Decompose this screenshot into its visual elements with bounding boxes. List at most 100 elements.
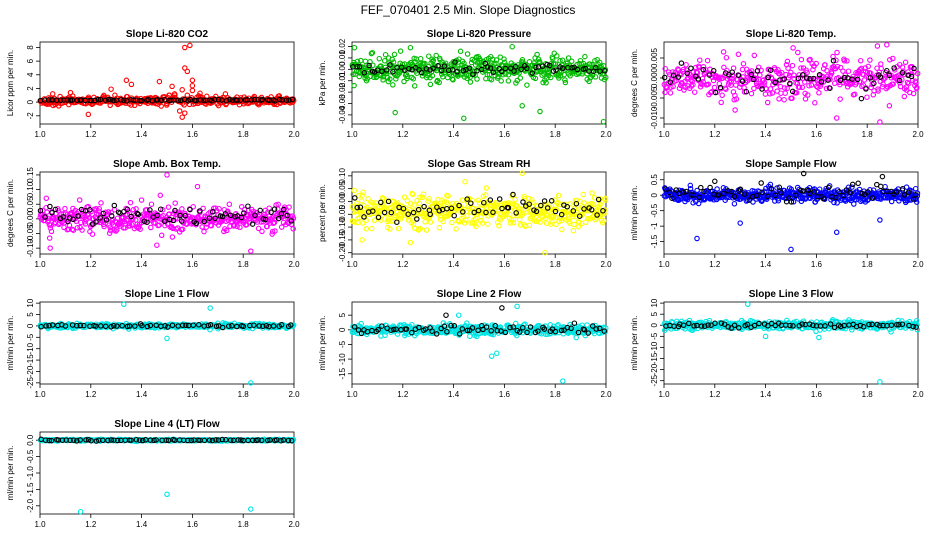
data-point: [169, 83, 175, 90]
panel-title: Slope Li-820 Temp.: [746, 29, 837, 40]
data-point: [494, 350, 500, 357]
data-point: [47, 225, 54, 231]
data-point: [841, 74, 848, 81]
x-tick-label: 1.6: [187, 260, 199, 269]
data-point: [157, 192, 164, 199]
x-tick-label: 1.4: [448, 260, 460, 269]
y-tick-label: -0.10: [26, 238, 35, 257]
data-point: [782, 90, 788, 96]
y-tick-label: 0.10: [338, 168, 347, 184]
x-tick-label: 2.0: [912, 390, 924, 399]
data-point: [222, 91, 229, 97]
data-point: [865, 63, 872, 70]
data-point: [723, 86, 729, 92]
x-tick-label: 1.2: [709, 390, 721, 399]
data-point: [913, 79, 919, 86]
data-point: [852, 91, 858, 98]
y-tick-label: -10: [338, 353, 347, 365]
data-point: [534, 51, 540, 58]
data-point: [776, 96, 782, 102]
data-point: [289, 96, 296, 103]
data-point: [807, 56, 813, 63]
panel-title: Slope Line 1 Flow: [125, 289, 210, 300]
data-point: [667, 90, 674, 96]
data-point: [675, 74, 682, 80]
data-point: [175, 97, 181, 104]
data-point: [848, 79, 854, 86]
data-point: [795, 75, 802, 82]
data-point: [454, 69, 460, 75]
data-point: [878, 61, 884, 67]
data-point: [798, 65, 804, 71]
data-point: [407, 44, 414, 51]
data-point: [182, 65, 188, 71]
data-point: [156, 78, 163, 85]
data-point: [49, 91, 56, 97]
data-point: [559, 65, 566, 72]
y-tick-label: 0.02: [338, 38, 347, 54]
data-point: [358, 198, 365, 204]
data-point: [467, 79, 474, 85]
data-point: [784, 85, 790, 92]
data-point: [804, 69, 810, 76]
data-point: [908, 73, 915, 80]
data-point: [168, 97, 174, 104]
y-tick-label: 0.01: [338, 50, 347, 66]
data-point: [207, 305, 213, 311]
data-point: [592, 65, 599, 71]
data-point: [76, 197, 83, 203]
data-point: [550, 68, 557, 74]
data-point: [359, 237, 365, 243]
data-point: [844, 58, 850, 64]
data-point: [802, 90, 808, 97]
data-point: [212, 96, 218, 103]
data-point: [761, 79, 768, 86]
data-point: [560, 378, 566, 384]
data-point: [361, 70, 368, 76]
data-point: [537, 108, 543, 115]
data-point: [128, 81, 135, 88]
x-tick-label: 2.0: [288, 130, 300, 139]
y-tick-label: 0: [650, 192, 659, 197]
data-point: [721, 64, 727, 71]
x-tick-label: 1.8: [238, 130, 250, 139]
data-point: [452, 59, 458, 65]
y-tick-label: -1: [650, 222, 659, 230]
data-point: [867, 57, 873, 63]
data-point: [858, 95, 865, 102]
data-point: [845, 68, 852, 74]
data-point: [487, 65, 494, 71]
data-point: [753, 76, 760, 83]
data-point: [101, 223, 107, 230]
data-point: [863, 86, 869, 92]
data-point: [286, 204, 292, 210]
data-point: [138, 197, 145, 203]
data-point: [120, 97, 127, 104]
data-point: [118, 218, 124, 225]
data-point: [580, 191, 587, 198]
data-point: [517, 75, 524, 81]
x-tick-label: 1.6: [811, 390, 823, 399]
data-point: [549, 55, 556, 62]
data-point: [127, 199, 134, 206]
data-point: [567, 73, 573, 79]
y-tick-label: -0.5: [650, 203, 659, 217]
data-point: [164, 335, 170, 342]
x-tick-label: 1.4: [760, 390, 772, 399]
data-point: [710, 68, 717, 74]
data-point: [589, 190, 595, 196]
data-point: [182, 44, 188, 51]
x-tick-label: 1.2: [397, 390, 409, 399]
data-point: [410, 76, 417, 82]
x-tick-label: 1.6: [811, 130, 823, 139]
data-point: [732, 107, 738, 113]
data-point: [158, 232, 165, 239]
data-point: [474, 76, 480, 82]
data-point: [813, 60, 819, 67]
data-point: [886, 103, 893, 109]
y-tick-label: -10: [650, 341, 659, 353]
data-point: [47, 245, 53, 251]
x-tick-label: 1.0: [34, 130, 46, 139]
data-point: [812, 100, 818, 106]
